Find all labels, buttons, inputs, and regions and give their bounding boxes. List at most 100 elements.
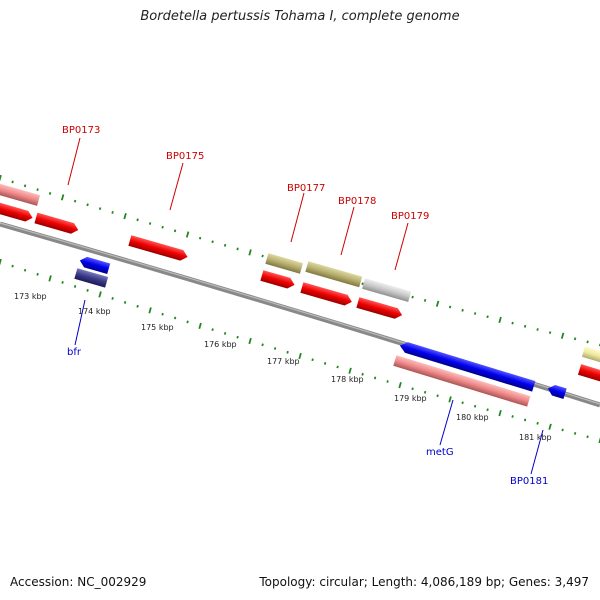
leader-bfr	[74, 299, 86, 346]
tick-label: 175 kbp	[141, 323, 174, 332]
label-bp0179[interactable]: BP0179	[391, 211, 429, 222]
gc-dot	[586, 435, 589, 439]
gc-dot	[261, 343, 264, 347]
gc-dot	[448, 305, 452, 309]
gc-dot	[461, 401, 464, 405]
cds-olive-1[interactable]	[265, 253, 303, 274]
gc-dot	[173, 229, 177, 233]
label-bp0178[interactable]: BP0178	[338, 196, 376, 207]
gc-dot	[186, 320, 189, 324]
gc-dot	[111, 297, 114, 300]
leader-bp0173	[67, 137, 81, 186]
cds-bp0181[interactable]	[546, 383, 567, 400]
gc-dot	[423, 299, 427, 302]
map-title: Bordetella pertussis Tohama I, complete …	[140, 9, 460, 24]
gc-dot	[411, 387, 414, 391]
cds-bp0179[interactable]	[356, 297, 403, 320]
cds-grey[interactable]	[362, 278, 412, 302]
gc-dot	[86, 203, 89, 207]
gc-dot	[486, 315, 489, 319]
cds-bp0178[interactable]	[300, 282, 353, 307]
cds-partial-red[interactable]	[0, 197, 34, 223]
gc-dot	[523, 418, 527, 422]
gc-dot	[511, 415, 514, 418]
cds-metg-arrow[interactable]	[398, 340, 536, 392]
gc-dot	[461, 308, 464, 312]
gc-dot	[148, 307, 152, 314]
gc-dot	[598, 436, 600, 444]
cds-olive-2[interactable]	[305, 261, 363, 288]
label-bp0177[interactable]: BP0177	[287, 183, 325, 194]
feature-glyphs	[0, 178, 600, 407]
leader-bp0177	[290, 192, 305, 243]
gc-dot	[173, 316, 177, 320]
cds-bp0175[interactable]	[128, 235, 189, 262]
gc-dot	[273, 347, 277, 350]
tick-label: 179 kbp	[394, 394, 427, 403]
gc-dot	[498, 409, 502, 417]
gc-dot	[86, 289, 89, 292]
gc-dot	[60, 194, 65, 201]
label-bp0175[interactable]: BP0175	[166, 151, 204, 162]
cds-metg[interactable]	[393, 355, 531, 407]
label-bfr[interactable]: bfr	[67, 347, 82, 358]
gc-dot	[148, 222, 152, 225]
leader-bp0181	[530, 429, 544, 475]
gc-dot	[323, 362, 327, 365]
gc-dot	[298, 352, 302, 360]
gc-dot	[523, 324, 527, 328]
leader-bp0178	[340, 206, 355, 256]
gc-dot	[11, 180, 14, 184]
gc-dot	[36, 188, 39, 192]
gc-dot	[23, 268, 27, 272]
gc-dot	[573, 337, 577, 341]
gc-dot	[436, 394, 439, 398]
feature-labels: BP0173 BP0175 BP0177 BP0178 BP0179 bfr m…	[62, 125, 548, 487]
scale-labels: 173 kbp 174 kbp 175 kbp 176 kbp 177 kbp …	[14, 292, 552, 442]
gc-dot	[0, 174, 2, 182]
gc-dot	[398, 381, 402, 389]
gc-dot	[98, 207, 102, 211]
gc-dot	[548, 331, 552, 335]
gc-dot	[511, 321, 514, 325]
gc-dot	[561, 428, 564, 432]
cds-partial-pink[interactable]	[0, 178, 41, 206]
label-metg[interactable]: metG	[426, 447, 454, 458]
gc-dot	[211, 328, 214, 332]
cds-bfr[interactable]	[74, 268, 109, 288]
gc-dot	[0, 258, 2, 266]
cds-bfr-arrow[interactable]	[78, 255, 111, 275]
gc-dot	[61, 281, 64, 284]
cds-bp0177[interactable]	[260, 270, 296, 290]
gc-dot	[161, 312, 164, 316]
cds-partial-yellow[interactable]	[581, 346, 600, 366]
gc-dot	[236, 335, 239, 339]
gc-dot	[473, 404, 477, 408]
topology-text: Topology: circular; Length: 4,086,189 bp…	[259, 575, 589, 589]
cds-partial-red-right[interactable]	[577, 364, 600, 384]
tick-label: 174 kbp	[78, 307, 111, 316]
gc-dot	[248, 337, 252, 345]
gc-dot	[486, 408, 489, 412]
leader-metg	[439, 399, 454, 446]
gc-dot	[198, 322, 202, 329]
gc-dot	[223, 332, 227, 335]
label-bp0173[interactable]: BP0173	[62, 125, 100, 136]
gc-dot	[311, 358, 314, 362]
tick-label: 176 kbp	[204, 340, 237, 349]
gc-dot	[598, 343, 600, 347]
gc-dot	[361, 282, 364, 286]
gc-dot	[73, 285, 77, 288]
gc-dot	[48, 192, 52, 195]
gc-dot	[373, 376, 377, 380]
label-bp0181[interactable]: BP0181	[510, 476, 548, 487]
gc-dot	[185, 231, 190, 238]
gc-dot	[536, 421, 539, 425]
gc-dot	[248, 249, 252, 256]
cds-bp0173[interactable]	[34, 212, 79, 236]
tick-label: 178 kbp	[331, 375, 364, 384]
gc-dot	[136, 304, 139, 308]
gc-dot	[23, 184, 27, 188]
leader-bp0179	[394, 222, 409, 271]
